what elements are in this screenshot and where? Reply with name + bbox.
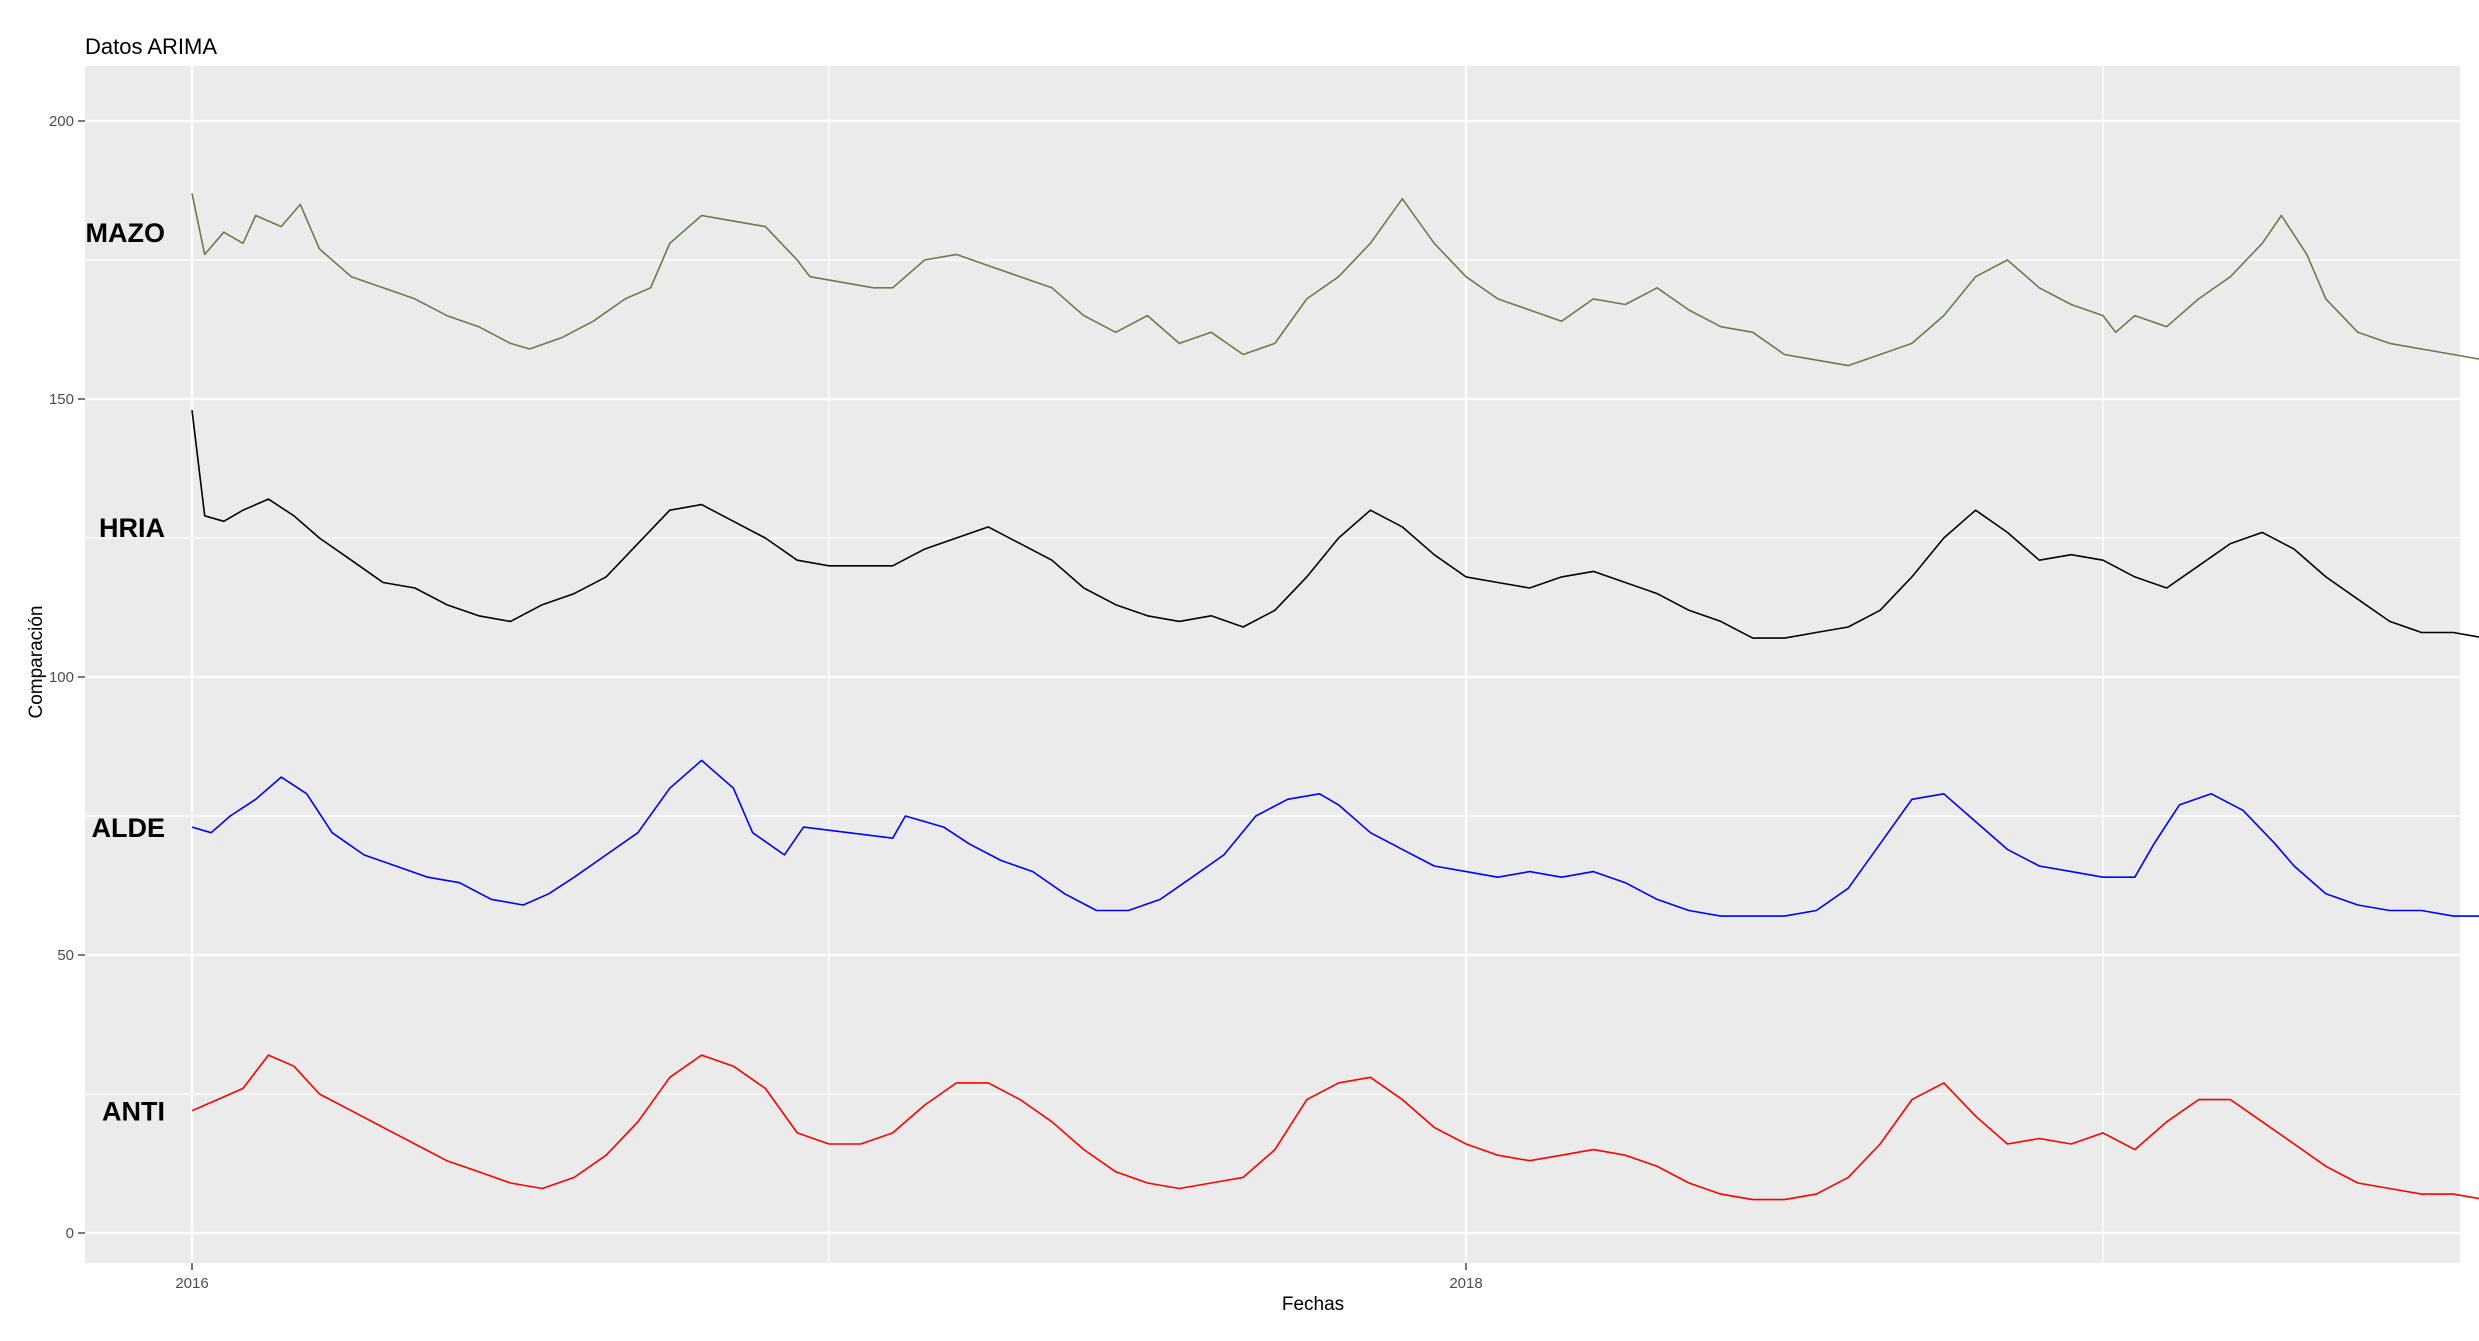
series-tag-mazo: MAZO <box>86 218 165 248</box>
y-tick-label: 200 <box>49 113 74 130</box>
series-tag-alde: ALDE <box>92 813 166 843</box>
x-tick-label: 2018 <box>1449 1275 1482 1292</box>
x-axis-ticks: 2016201820202022 <box>175 1263 1483 1292</box>
y-axis-title: Comparación <box>26 606 47 719</box>
series-layer <box>191 193 2479 1201</box>
x-tick-label: 2016 <box>175 1275 208 1292</box>
major-gridlines <box>85 66 2460 1263</box>
x-axis-title: Fechas <box>1282 1294 1344 1315</box>
y-tick-label: 150 <box>49 391 74 408</box>
y-tick-label: 50 <box>57 947 74 964</box>
series-tags: MAZO HRIA ALDE ANTI <box>86 218 165 1126</box>
series-line-hria <box>191 410 2479 639</box>
chart-title: Datos ARIMA <box>85 34 217 59</box>
y-axis-ticks: 0 50 100 150 200 <box>49 113 85 1242</box>
plot-panel <box>85 66 2460 1263</box>
series-tag-anti: ANTI <box>102 1097 165 1127</box>
series-tag-hria: HRIA <box>99 513 165 543</box>
series-line-alde <box>191 759 2479 917</box>
series-line-anti <box>191 1054 2479 1201</box>
series-line-mazo <box>191 193 2479 367</box>
y-tick-label: 100 <box>49 669 74 686</box>
minor-gridlines <box>85 66 2460 1263</box>
y-tick-label: 0 <box>66 1225 74 1242</box>
